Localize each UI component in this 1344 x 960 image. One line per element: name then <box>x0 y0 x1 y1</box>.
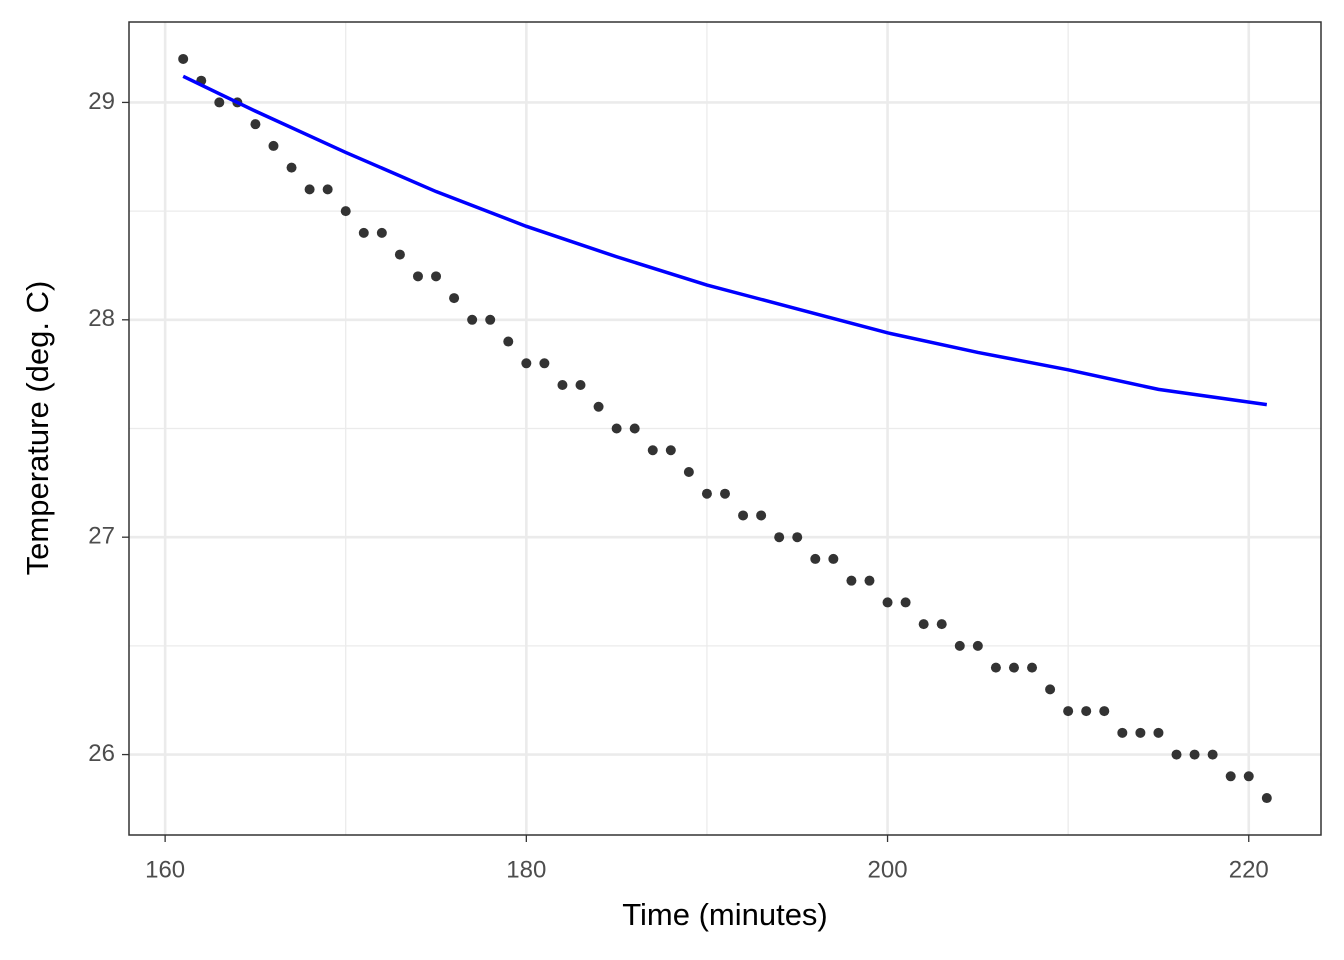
data-point <box>557 380 568 391</box>
data-point <box>972 640 983 651</box>
data-point <box>665 445 676 456</box>
data-point <box>250 119 261 130</box>
fit-line <box>182 74 1268 407</box>
x-axis-title: Time (minutes) <box>622 897 828 932</box>
data-point <box>828 553 839 564</box>
y-tick-label: 29 <box>88 88 115 115</box>
data-point <box>792 532 803 543</box>
data-point <box>990 662 1001 673</box>
data-point <box>701 488 712 499</box>
x-tick-label: 160 <box>145 856 185 883</box>
data-point <box>521 358 532 369</box>
y-tick-label: 27 <box>88 523 115 550</box>
data-point <box>864 575 875 586</box>
data-point <box>1171 749 1182 760</box>
data-point <box>1261 793 1272 804</box>
data-point <box>611 423 622 434</box>
data-point <box>1117 727 1128 738</box>
data-point <box>304 184 315 195</box>
data-point <box>178 53 189 64</box>
data-point <box>449 293 460 304</box>
data-point <box>1099 706 1110 717</box>
data-point <box>539 358 550 369</box>
y-axis-title: Temperature (deg. C) <box>20 281 55 576</box>
data-point <box>918 619 929 630</box>
data-point <box>954 640 965 651</box>
y-tick-label: 28 <box>88 305 115 332</box>
data-point <box>1207 749 1218 760</box>
data-point <box>485 314 496 325</box>
data-point <box>900 597 911 608</box>
data-point <box>1063 706 1074 717</box>
data-point <box>467 314 478 325</box>
data-point <box>1153 727 1164 738</box>
data-point <box>774 532 785 543</box>
data-point <box>376 227 387 238</box>
data-point <box>810 553 821 564</box>
data-point <box>358 227 369 238</box>
data-point <box>412 271 423 282</box>
data-point <box>1045 684 1056 695</box>
x-tick-label: 180 <box>506 856 546 883</box>
data-point <box>1027 662 1038 673</box>
data-point <box>738 510 749 521</box>
data-point <box>1081 706 1092 717</box>
data-point <box>1243 771 1254 782</box>
data-point <box>756 510 767 521</box>
data-point <box>268 140 279 151</box>
data-point <box>1189 749 1200 760</box>
data-point <box>1225 771 1236 782</box>
data-point <box>431 271 442 282</box>
data-point <box>575 380 586 391</box>
data-point <box>629 423 640 434</box>
data-point <box>882 597 893 608</box>
data-point <box>846 575 857 586</box>
data-point <box>683 466 694 477</box>
data-point <box>503 336 514 347</box>
data-point <box>936 619 947 630</box>
data-point <box>214 97 225 108</box>
data-point <box>1008 662 1019 673</box>
data-point <box>720 488 730 499</box>
data-point <box>1135 727 1146 738</box>
data-point <box>593 401 604 412</box>
y-tick-label: 26 <box>88 740 115 767</box>
x-tick-label: 220 <box>1229 856 1269 883</box>
data-point <box>394 249 405 260</box>
data-point <box>340 206 351 217</box>
x-tick-label: 200 <box>868 856 908 883</box>
plot-border <box>128 21 1322 836</box>
data-point <box>647 445 658 456</box>
data-point <box>322 184 333 195</box>
data-point <box>286 162 297 173</box>
